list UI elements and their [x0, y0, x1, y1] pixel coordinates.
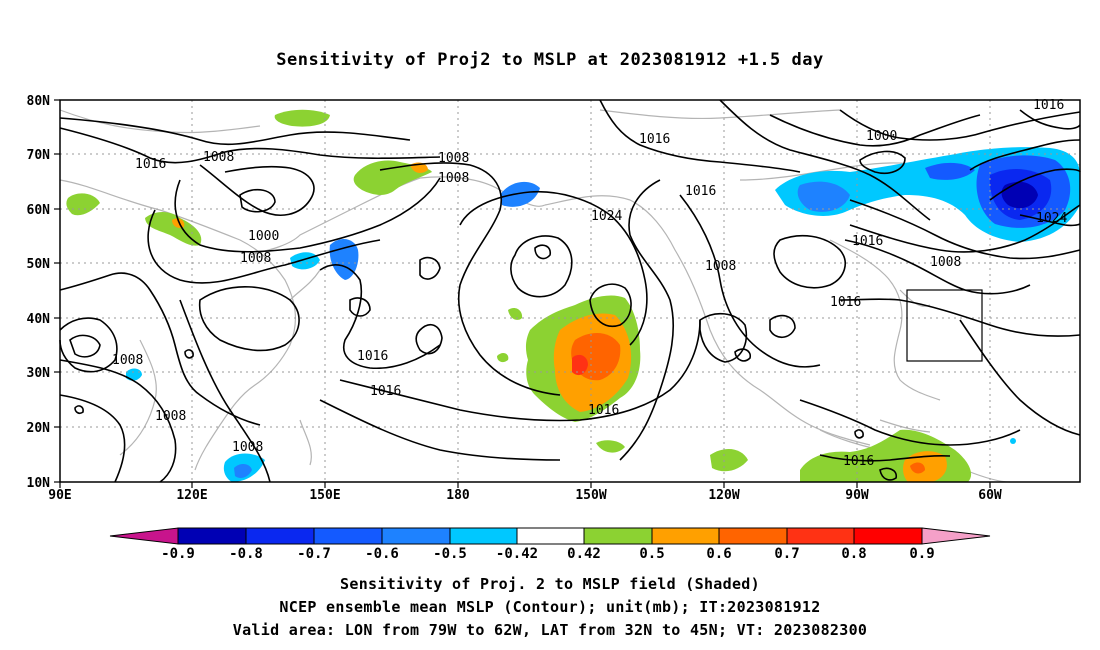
colorbar-segment: [245, 527, 315, 545]
contour-label: 1016: [357, 349, 388, 364]
contour-label: 1016: [588, 403, 619, 418]
colorbar-label: -0.7: [297, 546, 331, 562]
contour-label: 1008: [203, 150, 234, 165]
colorbar-label: -0.6: [365, 546, 399, 562]
lon-labels: 90E 120E 150E 180 150W 120W 90W 60W: [48, 488, 1002, 503]
colorbar-label: 0.7: [774, 546, 799, 562]
contour-label: 1000: [866, 129, 897, 144]
contour-label: 1008: [240, 251, 271, 266]
contour-label: 1008: [232, 440, 263, 455]
contour-label: 1016: [370, 384, 401, 399]
lat-tick-label: 50N: [27, 257, 51, 272]
colorbar-segment: [651, 527, 720, 545]
contour-label: 1024: [591, 209, 622, 224]
lon-tick-label: 120E: [176, 488, 207, 503]
colorbar-segment: [381, 527, 451, 545]
caption-contour: NCEP ensemble mean MSLP (Contour); unit(…: [279, 598, 821, 616]
contour-label: 1016: [685, 184, 716, 199]
colorbar-label: 0.9: [909, 546, 934, 562]
valid-area-box: [906, 289, 983, 362]
lat-labels: 80N 70N 60N 50N 40N 30N 20N 10N: [27, 94, 51, 491]
contour-label: 1016: [852, 234, 883, 249]
lat-tick-label: 20N: [27, 421, 51, 436]
colorbar-segment: [516, 527, 585, 545]
graticule: [60, 100, 1080, 482]
colorbar-label: 0.5: [639, 546, 664, 562]
colorbar-right-triangle: [921, 527, 991, 545]
colorbar: -0.9 -0.8 -0.7 -0.6 -0.5 -0.42 0.42 0.5 …: [109, 527, 991, 562]
contour-label: 1008: [155, 409, 186, 424]
colorbar-segment: [786, 527, 855, 545]
tick-marks: [54, 99, 991, 488]
colorbar-segment: [313, 527, 383, 545]
contour-label: 1008: [930, 255, 961, 270]
colorbar-label: 0.42: [567, 546, 601, 562]
lon-tick-label: 90W: [845, 488, 869, 503]
colorbar-segment: [583, 527, 653, 545]
colorbar-label: -0.42: [496, 546, 538, 562]
lon-tick-label: 150E: [309, 488, 340, 503]
lon-tick-label: 120W: [708, 488, 739, 503]
lat-tick-label: 80N: [27, 94, 51, 109]
colorbar-label: -0.9: [161, 546, 195, 562]
lat-tick-label: 40N: [27, 312, 51, 327]
lon-tick-label: 60W: [978, 488, 1002, 503]
contour-label: 1016: [830, 295, 861, 310]
colorbar-label: -0.8: [229, 546, 263, 562]
map-panel: 1016 1008 1008 1008 1016 1024 1016 1000 …: [27, 94, 1081, 503]
contour-label: 1000: [248, 229, 279, 244]
lon-tick-label: 180: [446, 488, 470, 503]
lon-tick-label: 90E: [48, 488, 71, 503]
contour-label: 1008: [438, 171, 469, 186]
contour-label: 1016: [639, 132, 670, 147]
mslp-contours: [59, 99, 1081, 483]
contour-label: 1016: [135, 157, 166, 172]
colorbar-left-triangle: [109, 527, 179, 545]
contour-label: 1008: [112, 353, 143, 368]
colorbar-label: 0.6: [706, 546, 731, 562]
contour-label: 1016: [1033, 98, 1064, 113]
sensitivity-shading: [66, 109, 1080, 482]
contour-label: 1024: [1036, 211, 1067, 226]
colorbar-label: -0.5: [433, 546, 467, 562]
lat-tick-label: 70N: [27, 148, 51, 163]
contour-label: 1008: [438, 151, 469, 166]
contour-label: 1008: [705, 259, 736, 274]
contour-labels: 1016 1008 1008 1008 1016 1024 1016 1000 …: [112, 98, 1067, 469]
lon-tick-label: 150W: [575, 488, 606, 503]
colorbar-segment: [449, 527, 518, 545]
caption-valid-area: Valid area: LON from 79W to 62W, LAT fro…: [232, 621, 868, 639]
lat-tick-label: 60N: [27, 203, 51, 218]
lat-tick-label: 10N: [27, 476, 51, 491]
colorbar-segment: [853, 527, 923, 545]
lat-tick-label: 30N: [27, 366, 51, 381]
colorbar-segment: [177, 527, 247, 545]
colorbar-segment: [718, 527, 788, 545]
map-frame: [59, 99, 1081, 483]
contour-label: 1016: [843, 454, 874, 469]
figure-title: Sensitivity of Proj2 to MSLP at 20230819…: [276, 50, 824, 70]
colorbar-label: 0.8: [841, 546, 866, 562]
caption-shading: Sensitivity of Proj. 2 to MSLP field (Sh…: [340, 575, 760, 593]
